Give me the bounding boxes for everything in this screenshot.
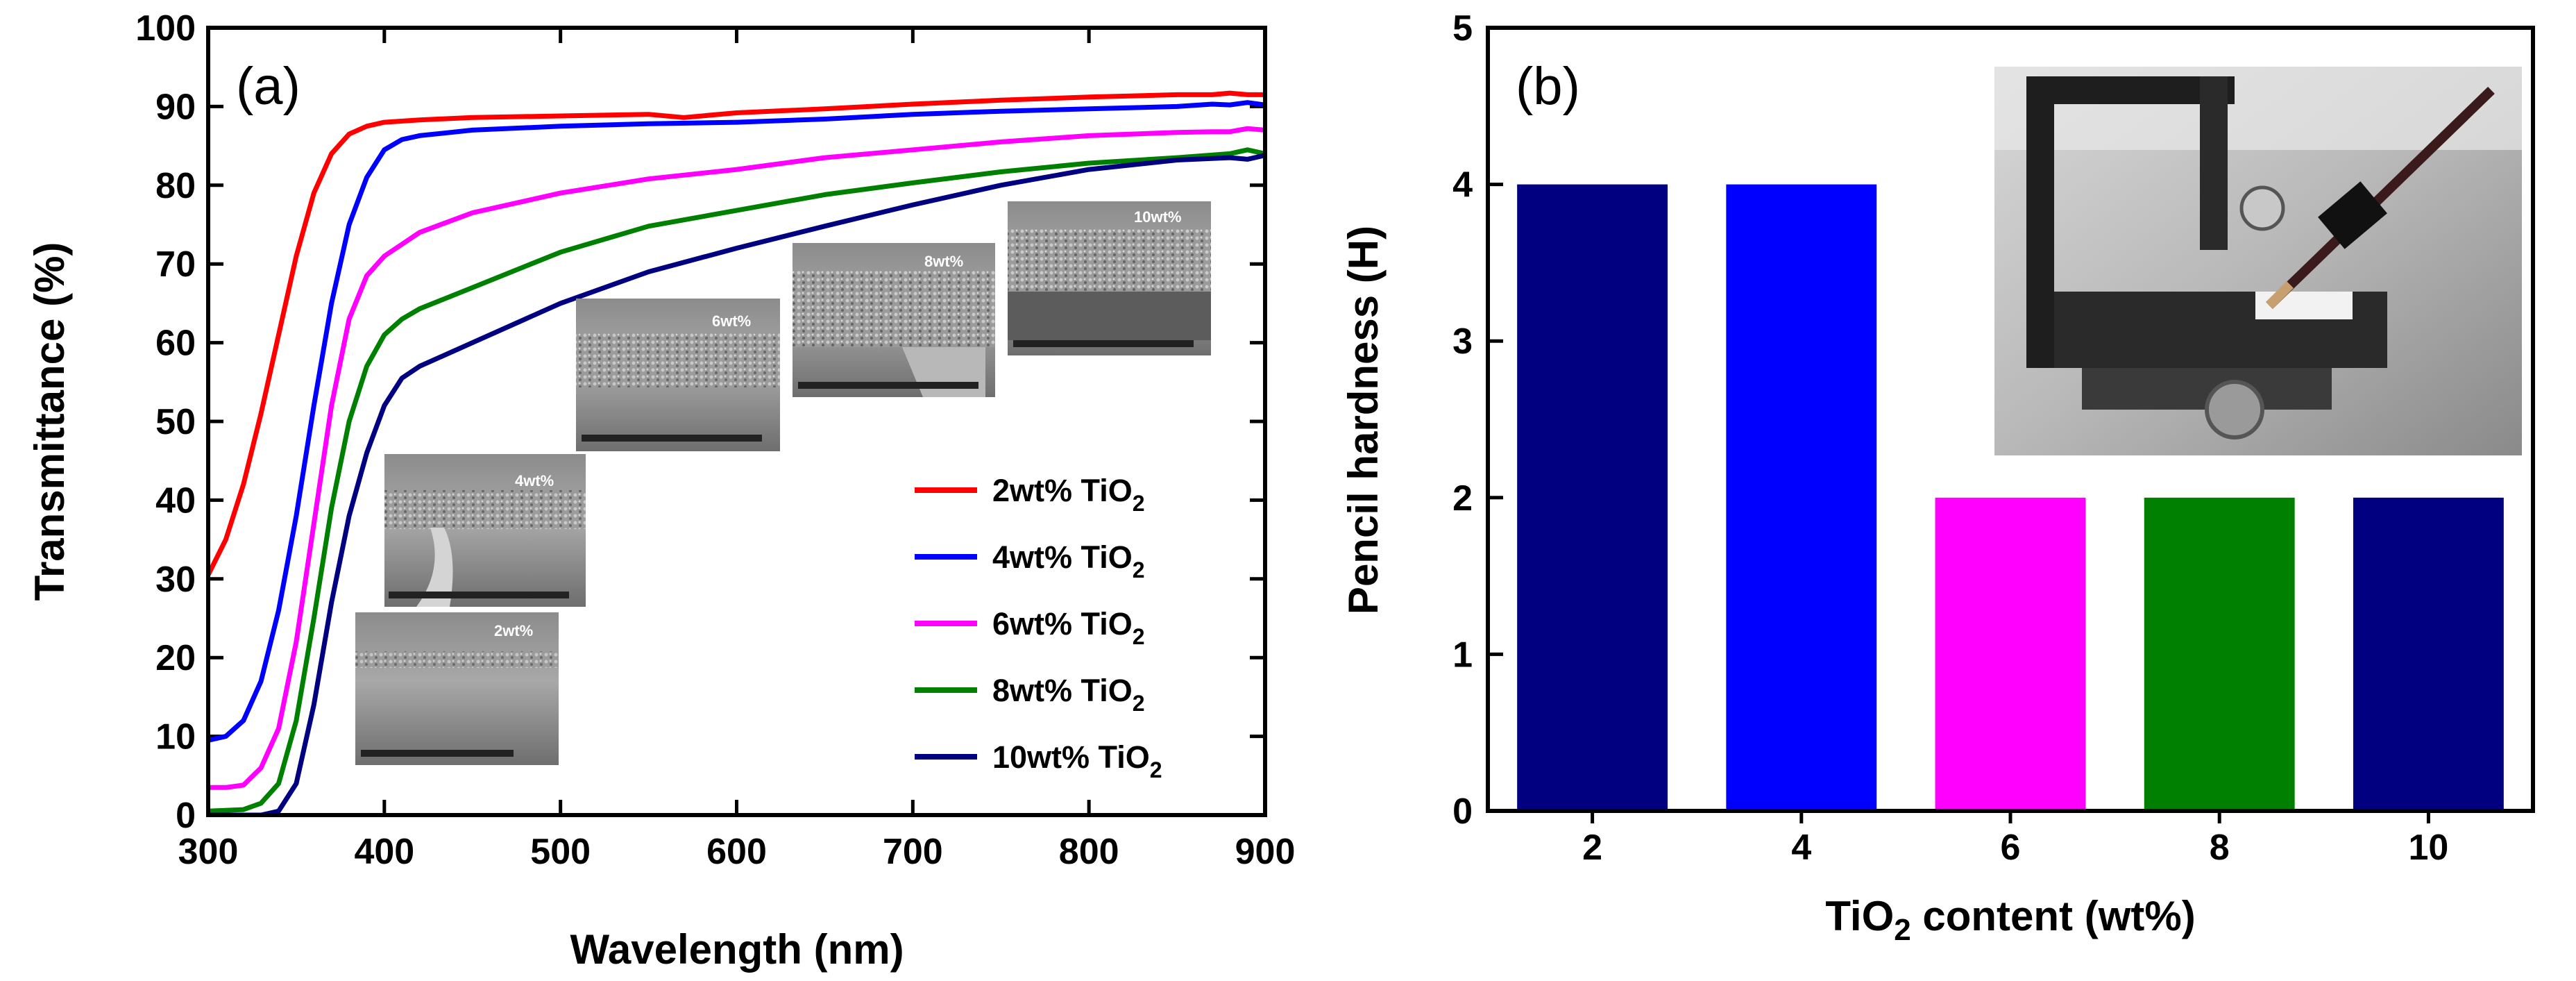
b-bars [1517,184,2504,812]
a-x-tick-label: 900 [1235,832,1296,872]
b-y-tick-label: 0 [1452,791,1473,832]
b-bar-4wt [1726,184,1877,812]
a-x-tick-label: 300 [178,832,239,872]
a-legend-label-main: 8wt% TiO [992,673,1133,708]
a-legend-label: 6wt% TiO2 [992,606,1145,649]
a-x-tick-label: 500 [530,832,591,872]
b-bar-10wt [2353,497,2504,811]
a-legend-label-main: 2wt% TiO [992,473,1133,508]
b-x-axis-label-main: TiO [1825,893,1894,939]
a-y-tick-label: 90 [155,87,196,127]
a-y-tick-label: 40 [155,480,196,521]
a-legend-label-main: 4wt% TiO [992,539,1133,575]
a-series-line-3 [208,147,1265,814]
a-series-lines [208,90,1265,815]
a-legend-label: 2wt% TiO2 [992,473,1145,516]
sem-inset-4wt: 4wt% [384,454,586,607]
a-y-tick-label: 10 [155,717,196,757]
a-legend-label: 10wt% TiO2 [992,739,1162,782]
sem-inset-8wt: 8wt% [793,243,995,397]
a-plot-frame [206,26,1267,817]
b-x-tick-label: 10 [2408,828,2448,868]
a-x-tick-label: 400 [354,832,414,872]
b-panel-label: (b) [1516,57,1580,116]
a-legend-label-main: 10wt% TiO [992,739,1150,775]
a-series-line-1 [208,100,1265,743]
b-y-axis-label: Pencil hardness (H) [1340,226,1387,614]
b-bar-2wt [1517,184,1668,812]
sem-label-2wt: 2wt% [494,622,533,639]
b-y-tick-label: 5 [1452,8,1473,49]
a-legend-label-sub: 2 [1133,624,1145,649]
panel-a-transmittance-chart: 0 10 20 30 40 50 60 70 80 90 100 300 400 500 600 700 80… [26,8,1295,973]
b-bar-6wt [1935,497,2086,811]
pencil-tester-photo [1994,67,2522,455]
b-x-axis-label-sub: 2 [1894,913,1910,947]
a-x-tick-label: 600 [706,832,767,872]
b-plot-frame [1486,26,2535,813]
a-x-tick-label: 800 [1059,832,1119,872]
a-y-axis-label: Transmittance (%) [26,242,73,601]
a-y-tick-label: 100 [135,8,196,49]
b-y-ticks: 0 1 2 3 4 5 [1452,8,1503,832]
sem-label-6wt: 6wt% [712,312,751,330]
a-legend-label-sub: 2 [1133,491,1145,516]
b-y-tick-label: 1 [1452,635,1473,675]
b-x-ticks: 2 4 6 8 10 [1582,811,2448,868]
b-x-axis-label: TiO2 content (wt%) [1825,893,2195,947]
b-x-axis-label-rest: content (wt%) [1911,893,2196,939]
b-y-tick-label: 4 [1452,165,1473,206]
b-x-tick-label: 8 [2210,828,2230,868]
a-y-tick-label: 80 [155,166,196,206]
a-y-tick-label: 50 [155,402,196,442]
a-y-tick-label: 60 [155,324,196,364]
a-y-tick-label: 70 [155,244,196,285]
a-legend-label-sub: 2 [1150,757,1162,782]
sem-insets: 2wt% 4wt% 6wt% 8wt% [355,201,1211,765]
a-y-tick-label: 20 [155,638,196,678]
b-y-tick-label: 3 [1452,321,1473,362]
a-legend-label: 8wt% TiO2 [992,673,1145,716]
b-x-tick-label: 6 [2001,828,2021,868]
a-legend-label-main: 6wt% TiO [992,606,1133,642]
a-series-line-0 [208,90,1265,576]
a-legend-label: 4wt% TiO2 [992,539,1145,582]
a-y-tick-label: 0 [176,796,196,836]
b-x-tick-label: 4 [1791,828,1811,868]
b-y-tick-label: 2 [1452,478,1473,519]
b-x-tick-label: 2 [1582,828,1602,868]
sem-label-8wt: 8wt% [924,253,963,270]
sem-label-4wt: 4wt% [515,472,554,489]
a-series-line-4 [208,153,1265,815]
a-x-axis-label: Wavelength (nm) [570,926,904,973]
a-x-tick-label: 700 [883,832,943,872]
a-panel-label: (a) [236,57,300,116]
sem-inset-6wt: 6wt% [576,299,780,451]
b-bar-8wt [2144,497,2295,811]
a-x-ticks: 300 400 500 600 700 800 900 [178,28,1296,872]
sem-inset-2wt: 2wt% [355,612,559,765]
a-legend-label-sub: 2 [1133,557,1145,582]
sem-label-10wt: 10wt% [1134,208,1181,226]
a-series-line-2 [208,126,1265,790]
a-y-ticks: 0 10 20 30 40 50 60 70 80 90 100 [135,8,1265,836]
a-y-tick-label: 30 [155,560,196,600]
a-legend-label-sub: 2 [1133,691,1145,716]
sem-inset-10wt: 10wt% [1008,201,1211,355]
